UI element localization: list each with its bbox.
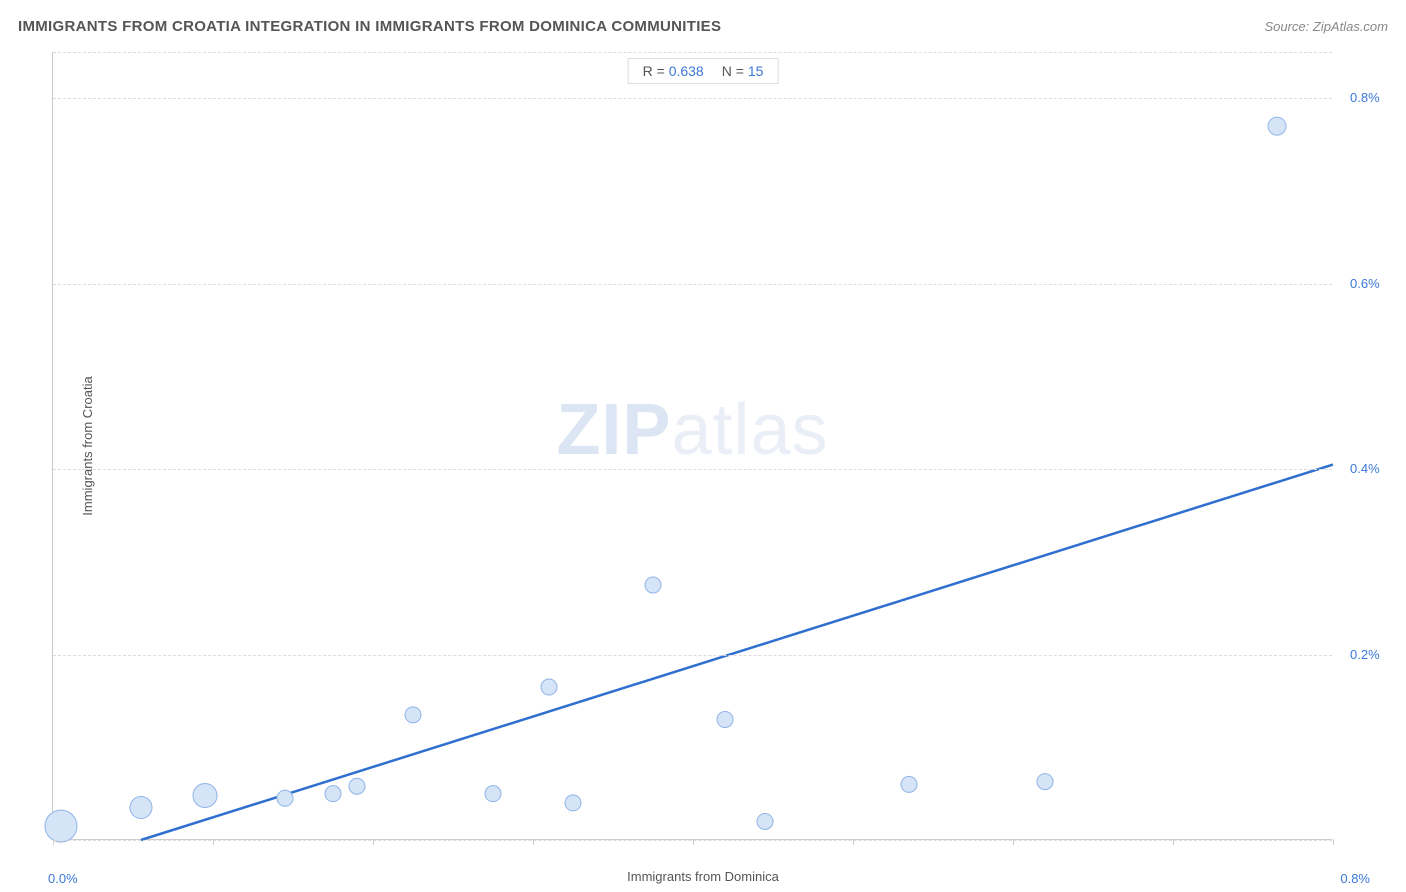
page-title: IMMIGRANTS FROM CROATIA INTEGRATION IN I… — [18, 18, 721, 35]
data-point[interactable] — [717, 711, 733, 727]
data-point[interactable] — [565, 795, 581, 811]
x-tick — [1333, 839, 1334, 845]
x-axis-label: Immigrants from Dominica — [627, 869, 779, 884]
data-point[interactable] — [349, 778, 365, 794]
chart-plot-area: ZIPatlas — [52, 52, 1332, 840]
data-point[interactable] — [757, 813, 773, 829]
gridline — [53, 98, 1332, 99]
data-point[interactable] — [193, 784, 217, 808]
r-value: 0.638 — [669, 63, 704, 79]
data-point[interactable] — [1037, 774, 1053, 790]
data-point[interactable] — [45, 810, 77, 842]
scatter-svg — [53, 52, 1332, 839]
data-point[interactable] — [130, 797, 152, 819]
n-label: N = — [722, 63, 748, 79]
x-tick — [213, 839, 214, 845]
r-label: R = — [643, 63, 669, 79]
n-value: 15 — [748, 63, 764, 79]
stats-legend: R = 0.638 N = 15 — [628, 58, 779, 84]
y-tick-label: 0.4% — [1350, 461, 1380, 476]
data-point[interactable] — [645, 577, 661, 593]
y-tick-label: 0.8% — [1350, 90, 1380, 105]
y-tick-label: 0.6% — [1350, 276, 1380, 291]
source-name: ZipAtlas.com — [1313, 19, 1388, 34]
r-stat: R = 0.638 — [643, 63, 704, 79]
gridline — [53, 52, 1332, 53]
source-attribution: Source: ZipAtlas.com — [1264, 19, 1388, 34]
source-prefix: Source: — [1264, 19, 1312, 34]
data-point[interactable] — [541, 679, 557, 695]
trend-line — [141, 465, 1333, 840]
x-tick — [853, 839, 854, 845]
data-point[interactable] — [405, 707, 421, 723]
data-point[interactable] — [485, 786, 501, 802]
gridline — [53, 655, 1332, 656]
x-tick — [373, 839, 374, 845]
x-tick — [1173, 839, 1174, 845]
data-point[interactable] — [325, 786, 341, 802]
x-axis-max: 0.8% — [1340, 871, 1370, 886]
header-bar: IMMIGRANTS FROM CROATIA INTEGRATION IN I… — [18, 18, 1388, 35]
x-tick — [53, 839, 54, 845]
gridline — [53, 284, 1332, 285]
gridline — [53, 469, 1332, 470]
x-axis-min: 0.0% — [48, 871, 78, 886]
data-point[interactable] — [901, 776, 917, 792]
x-tick — [1013, 839, 1014, 845]
data-point[interactable] — [1268, 117, 1286, 135]
x-tick — [533, 839, 534, 845]
data-point[interactable] — [277, 790, 293, 806]
n-stat: N = 15 — [722, 63, 764, 79]
x-tick — [693, 839, 694, 845]
y-tick-label: 0.2% — [1350, 647, 1380, 662]
